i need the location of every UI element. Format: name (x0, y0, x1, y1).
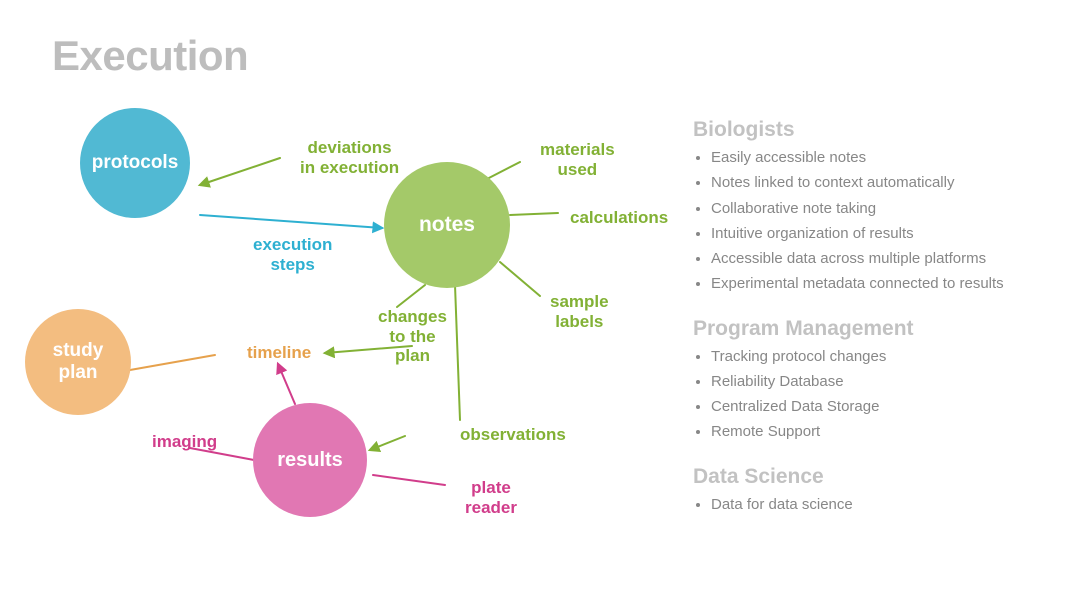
side-list-item: Intuitive organization of results (711, 224, 1058, 244)
side-list-item: Collaborative note taking (711, 199, 1058, 219)
annot-changes: changes to the plan (378, 307, 447, 366)
node-protocols: protocols (80, 108, 190, 218)
side-section-1: Program Management Tracking protocol chan… (693, 317, 1058, 443)
annot-timeline: timeline (247, 343, 311, 363)
annot-materials: materials used (540, 140, 615, 179)
side-list-item: Accessible data across multiple platform… (711, 249, 1058, 269)
node-notes: notes (384, 162, 510, 288)
concept-diagram: protocols notes study plan results deviation… (0, 0, 680, 608)
annot-platereader: plate reader (465, 478, 517, 517)
side-heading: Biologists (693, 118, 1058, 142)
side-heading: Data Science (693, 465, 1058, 489)
side-list-item: Notes linked to context automatically (711, 173, 1058, 193)
annot-observations: observations (460, 425, 566, 445)
side-list: Tracking protocol changes Reliability Dat… (693, 347, 1058, 443)
annot-deviations: deviations in execution (300, 138, 399, 177)
side-heading: Program Management (693, 317, 1058, 341)
side-list-item: Easily accessible notes (711, 148, 1058, 168)
side-section-0: Biologists Easily accessible notes Notes l… (693, 118, 1058, 295)
side-list: Data for data science (693, 495, 1058, 515)
side-list-item: Reliability Database (711, 372, 1058, 392)
annot-calculations: calculations (570, 208, 668, 228)
annot-samplelabels: sample labels (550, 292, 609, 331)
side-list-item: Data for data science (711, 495, 1058, 515)
side-list-item: Experimental metadata connected to resul… (711, 274, 1058, 294)
side-list-item: Centralized Data Storage (711, 397, 1058, 417)
annot-execsteps: execution steps (253, 235, 332, 274)
node-results: results (253, 403, 367, 517)
annot-imaging: imaging (152, 432, 217, 452)
node-studyplan: study plan (25, 309, 131, 415)
side-section-2: Data Science Data for data science (693, 465, 1058, 515)
side-list: Easily accessible notes Notes linked to c… (693, 148, 1058, 295)
side-panel: Biologists Easily accessible notes Notes l… (693, 118, 1058, 537)
side-list-item: Tracking protocol changes (711, 347, 1058, 367)
side-list-item: Remote Support (711, 422, 1058, 442)
